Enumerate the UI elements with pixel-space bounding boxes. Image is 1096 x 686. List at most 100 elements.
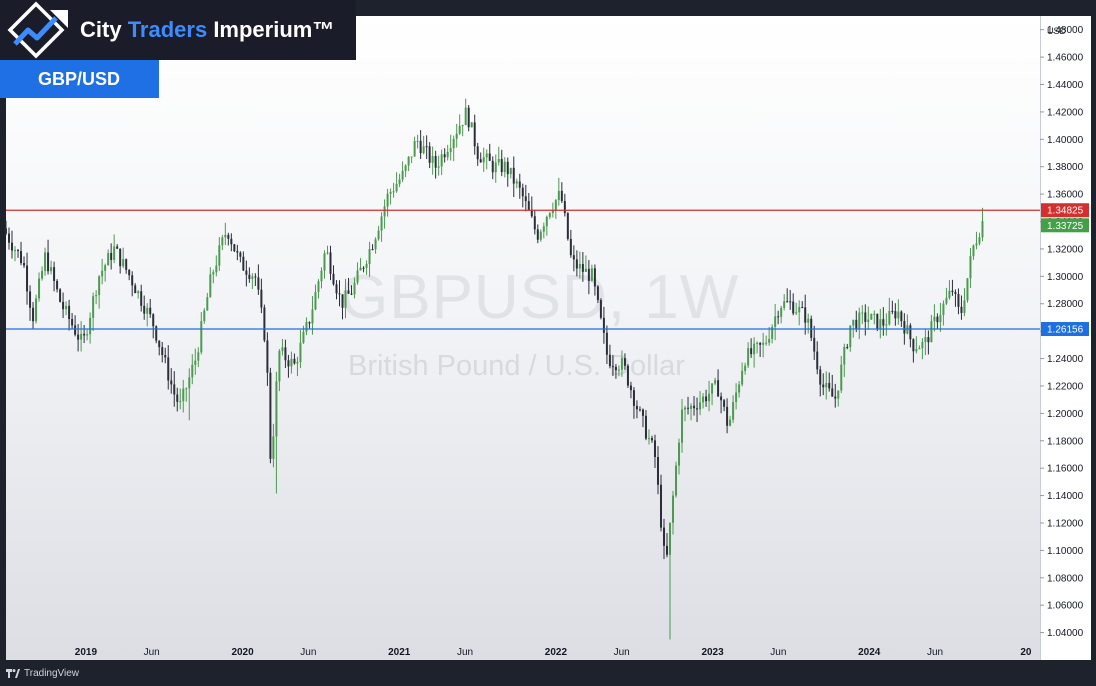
candle-body[interactable] [269,372,272,459]
candle-body[interactable] [248,274,251,279]
candle-body[interactable] [897,311,900,319]
candle-body[interactable] [377,230,380,240]
candle-body[interactable] [530,210,533,217]
candle-body[interactable] [200,321,203,353]
candle-body[interactable] [380,216,383,231]
candle-body[interactable] [110,253,113,260]
candle-body[interactable] [687,407,690,409]
candle-body[interactable] [855,319,858,330]
candle-body[interactable] [263,307,266,341]
candle-body[interactable] [494,162,497,173]
candle-body[interactable] [20,251,23,264]
candle-body[interactable] [542,226,545,232]
candle-body[interactable] [11,242,14,251]
candle-body[interactable] [975,243,978,246]
candle-body[interactable] [951,290,954,293]
candle-body[interactable] [140,291,143,306]
candle-body[interactable] [714,380,717,384]
candle-body[interactable] [515,181,518,184]
candle-body[interactable] [23,263,26,266]
candle-body[interactable] [272,436,275,459]
candle-body[interactable] [404,165,407,171]
candle-body[interactable] [434,156,437,168]
candle-body[interactable] [599,300,602,318]
candle-body[interactable] [822,384,825,388]
candle-body[interactable] [813,337,816,352]
candle-body[interactable] [47,252,50,272]
candle-body[interactable] [852,319,855,326]
candle-body[interactable] [341,294,344,308]
candle-body[interactable] [335,284,338,294]
candle-body[interactable] [774,316,777,327]
candle-body[interactable] [696,408,699,410]
candle-body[interactable] [768,338,771,343]
candle-body[interactable] [167,357,170,381]
candle-body[interactable] [873,313,876,315]
candle-body[interactable] [690,405,693,409]
candle-body[interactable] [482,157,485,163]
candle-body[interactable] [804,307,807,323]
candle-body[interactable] [596,286,599,301]
candle-body[interactable] [86,334,89,336]
candle-body[interactable] [741,370,744,385]
candle-body[interactable] [125,259,128,270]
candle-body[interactable] [945,297,948,304]
candle-body[interactable] [443,154,446,158]
candle-body[interactable] [828,383,831,389]
candle-body[interactable] [666,545,669,555]
candle-body[interactable] [317,281,320,292]
candle-body[interactable] [509,167,512,175]
candle-body[interactable] [44,252,47,271]
candle-body[interactable] [107,253,110,266]
candle-body[interactable] [846,346,849,348]
candle-body[interactable] [176,394,179,402]
candle-body[interactable] [536,229,539,240]
candle-body[interactable] [410,156,413,158]
candle-body[interactable] [359,267,362,271]
candle-body[interactable] [281,347,284,351]
candle-body[interactable] [299,342,302,362]
candle-body[interactable] [431,156,434,163]
candle-body[interactable] [161,347,164,356]
candle-body[interactable] [440,154,443,167]
candle-body[interactable] [939,314,942,323]
candle-body[interactable] [362,267,365,269]
candle-body[interactable] [8,233,11,243]
candle-body[interactable] [479,159,482,163]
candle-body[interactable] [587,268,590,281]
candle-body[interactable] [224,234,227,238]
candle-body[interactable] [578,263,581,269]
candle-body[interactable] [287,360,290,367]
candle-body[interactable] [128,269,131,276]
candle-body[interactable] [416,140,419,142]
candle-body[interactable] [656,457,659,485]
candle-body[interactable] [470,122,473,128]
candle-body[interactable] [14,250,17,252]
candle-body[interactable] [575,259,578,269]
candle-body[interactable] [134,285,137,294]
candle-body[interactable] [137,291,140,294]
candle-body[interactable] [89,317,92,335]
candle-body[interactable] [392,191,395,193]
candle-body[interactable] [771,326,774,339]
candle-body[interactable] [563,201,566,214]
candle-body[interactable] [149,307,152,315]
candle-body[interactable] [641,409,644,416]
candle-body[interactable] [843,346,846,365]
candle-body[interactable] [840,364,843,391]
candle-body[interactable] [819,369,822,385]
candle-body[interactable] [732,401,735,420]
candle-body[interactable] [653,440,656,458]
candle-body[interactable] [344,290,347,308]
candle-body[interactable] [62,301,65,310]
candle-body[interactable] [711,383,714,394]
candle-body[interactable] [885,324,888,326]
candle-body[interactable] [68,305,71,320]
candle-body[interactable] [215,265,218,273]
candle-body[interactable] [566,213,569,239]
candle-body[interactable] [506,161,509,175]
candle-body[interactable] [524,196,527,202]
candle-body[interactable] [623,358,626,366]
candle-body[interactable] [332,273,335,285]
